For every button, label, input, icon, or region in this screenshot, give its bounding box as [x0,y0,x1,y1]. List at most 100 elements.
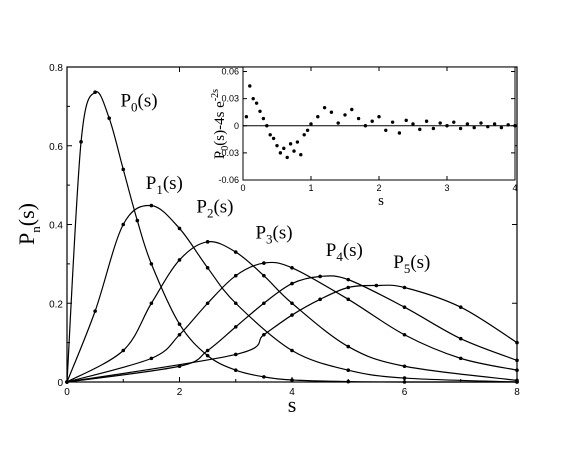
main-x-tick-label: 6 [402,387,408,398]
series-5-point [458,305,463,309]
series-0-point [149,262,154,266]
main-y-tick-label: 0 [57,378,63,389]
main-x-tick-label: 4 [289,387,295,398]
series-4-point [262,301,266,306]
main-y-tick-label: 0.8 [49,63,63,74]
series-5-point [65,380,69,384]
series-3-point [515,368,519,372]
main-series-group [65,90,519,384]
series-2-point [149,301,154,306]
inset-point [438,121,442,125]
inset-y-tick-label: 0.03 [221,94,239,104]
inset-point [486,124,490,129]
inset-point [492,122,497,126]
inset-point [302,133,306,137]
series-2-point [402,364,407,369]
series-2-point [346,344,351,349]
series-1-point [205,266,210,270]
inset-point [377,115,381,119]
inset-point [268,133,272,137]
inset-point [424,119,429,123]
inset-point [282,146,286,151]
inset-point [278,151,283,155]
inset-point [329,110,334,114]
series-3-point [262,261,266,265]
series-1-point [149,203,154,208]
series-curve-0 [66,91,518,383]
series-4-point [515,358,519,363]
inset-point [472,125,476,130]
series-0-point [262,375,266,379]
inset-point [316,115,320,119]
series-2-point [515,378,519,383]
inset-plot-background [243,67,515,180]
series-1-point [402,376,407,380]
series-0-point [107,116,111,120]
main-y-axis-label: Pn(s) [14,203,43,245]
inset-point [452,120,456,124]
inset-point [350,107,354,112]
inset-point [288,142,293,146]
inset-point [411,122,415,126]
inset-point [336,121,340,125]
series-0-point [177,322,182,326]
series-4-point [233,325,238,329]
inset-x-tick-label: 3 [444,183,449,193]
inset-point [397,131,402,135]
inset-y-tick-label: 0.06 [221,67,239,77]
main-x-axis-label: s [288,392,297,417]
series-4-point [346,277,351,282]
main-x-tick-label: 2 [177,387,183,398]
inset-point [292,149,296,153]
inset-y-tick-label: -0.03 [218,148,239,158]
inset-point [356,116,361,121]
series-3-point [402,332,407,337]
inset-point [322,105,327,110]
inset-x-tick-label: 1 [308,183,313,193]
inset-point [299,152,303,157]
inset-point [258,109,262,113]
inset-point [254,101,259,105]
series-0-point [346,379,351,384]
series-5-point [515,340,519,345]
series-1-point [121,222,126,227]
series-3-point [290,266,294,270]
inset-point [285,155,289,160]
series-4-point [458,336,463,341]
inset-point [244,115,249,119]
inset-point [363,124,368,128]
inset-x-tick-label: 4 [512,183,517,193]
curve-label-5: P5(s) [393,252,430,276]
inset-point [265,124,269,128]
inset-point [309,122,313,126]
series-5-point [402,285,407,290]
inset-y-tick-label: 0 [234,121,239,131]
series-0-point [402,380,407,384]
inset-point [458,126,463,131]
inset-point [384,128,388,132]
series-2-point [233,250,238,254]
inset-point [499,125,504,130]
series-1-point [233,301,238,306]
main-y-tick-label: 0.2 [49,299,63,310]
series-0-point [79,140,83,144]
series-0-point [290,378,294,382]
series-1-point [290,348,294,353]
curve-label-2: P2(s) [196,197,233,221]
series-0-point [121,167,126,172]
inset-point [513,124,517,128]
inset-point [465,122,470,126]
inset-point [404,118,408,123]
series-2-point [262,273,266,278]
series-3-point [346,297,351,302]
series-2-point [121,348,126,353]
series-5-point [290,313,294,317]
inset-point [431,126,436,131]
inset-point [370,119,374,123]
inset-x-axis-label: s [378,193,384,209]
series-curve-5 [66,284,518,383]
inset-point [261,116,266,121]
curve-label-1: P1(s) [146,173,183,197]
series-4-point [290,281,294,286]
inset-point [343,113,347,117]
